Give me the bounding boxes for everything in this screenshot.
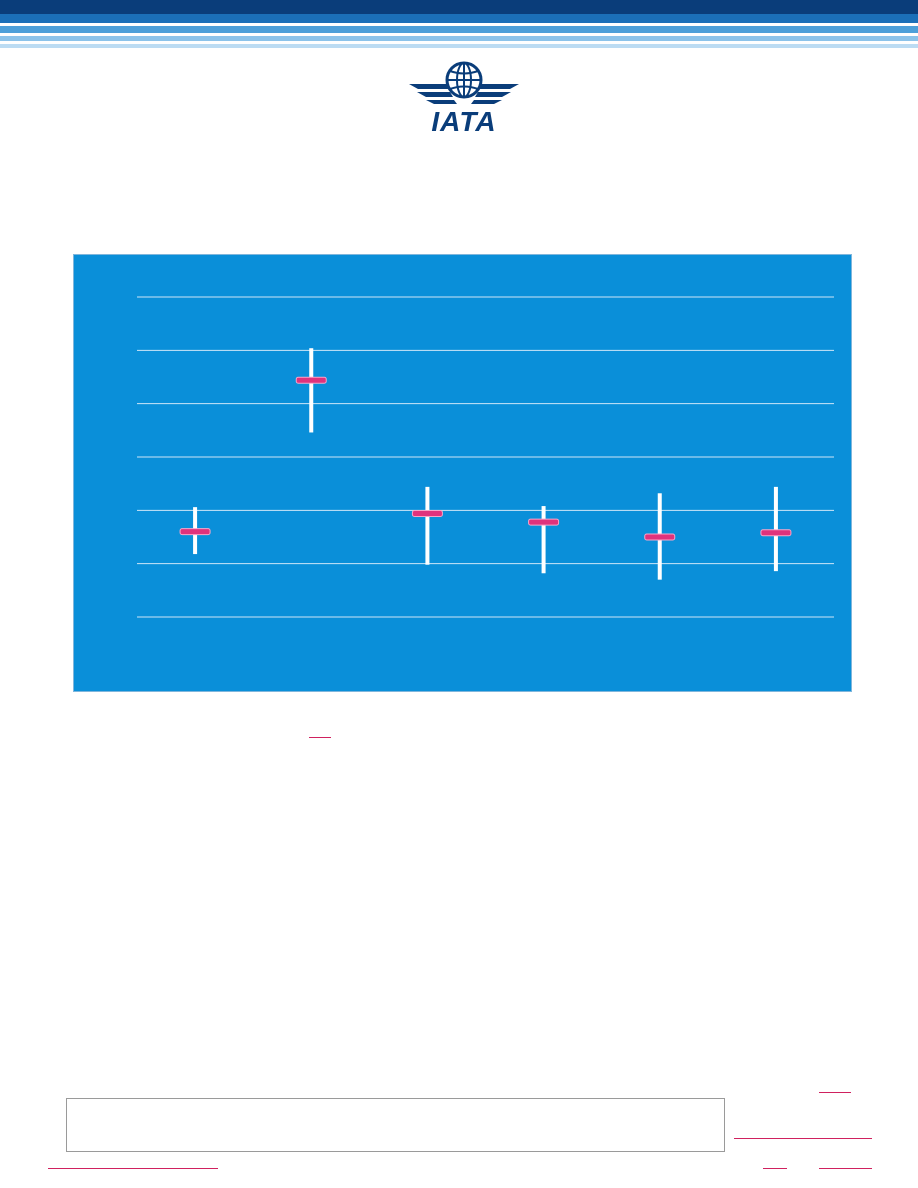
footer-disclaimer-box [66, 1098, 725, 1152]
range-chart [137, 296, 834, 618]
midpoint-marker [411, 510, 443, 518]
gridlines [137, 296, 834, 618]
midpoint-marker [179, 528, 211, 536]
midpoint-markers [179, 376, 792, 541]
footer-link-right-middle[interactable] [734, 1138, 872, 1139]
midpoint-marker [295, 376, 327, 384]
footer-link-page[interactable] [763, 1168, 787, 1169]
range-chart-panel [73, 254, 852, 692]
range-bars [193, 348, 778, 580]
range-bar [425, 486, 430, 565]
header-banner [0, 0, 918, 50]
midpoint-marker [760, 529, 792, 537]
footer-link-right-top[interactable] [819, 1092, 851, 1093]
globe-wings-icon [409, 61, 519, 104]
midpoint-marker [644, 533, 676, 541]
inline-link[interactable] [309, 737, 331, 738]
range-bar [309, 348, 314, 433]
footer-link-end[interactable] [819, 1168, 872, 1169]
range-bar [541, 506, 546, 574]
footer-link-left[interactable] [48, 1168, 218, 1169]
midpoint-marker [528, 518, 560, 526]
range-bar [773, 486, 778, 572]
logo-wordmark: IATA [431, 106, 497, 137]
